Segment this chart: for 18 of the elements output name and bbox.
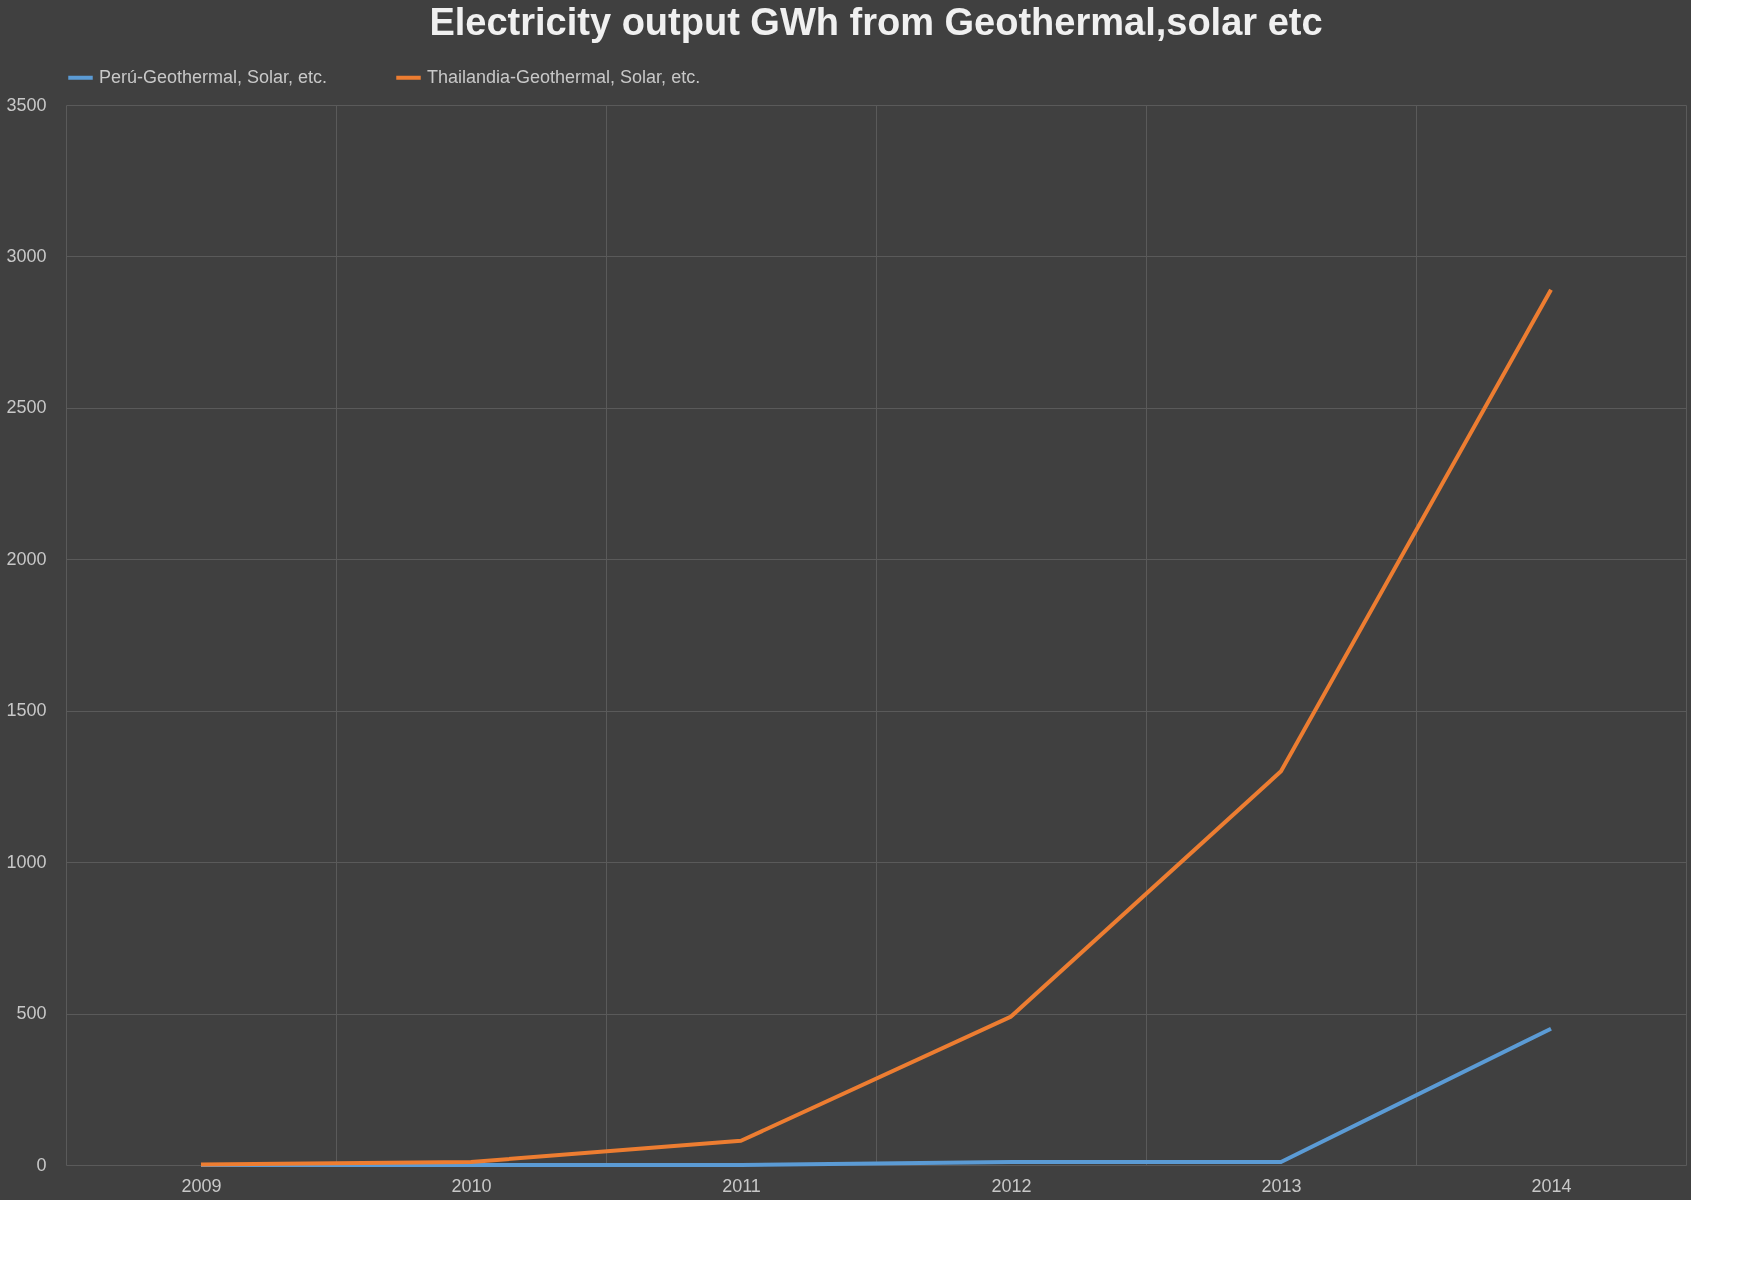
x-tick-label: 2009 bbox=[181, 1175, 222, 1196]
y-tick-label: 1000 bbox=[6, 851, 47, 872]
y-tick-label: 3500 bbox=[6, 94, 47, 115]
x-tick-label: 2012 bbox=[991, 1175, 1032, 1196]
x-tick-label: 2014 bbox=[1531, 1175, 1572, 1196]
legend-label: Perú-Geothermal, Solar, etc. bbox=[99, 66, 328, 87]
chart-title: Electricity output GWh from Geothermal,solar etc bbox=[429, 1, 1323, 43]
y-tick-label: 2500 bbox=[6, 397, 47, 418]
y-tick-label: 500 bbox=[16, 1003, 47, 1024]
x-tick-label: 2011 bbox=[722, 1175, 761, 1196]
x-tick-label: 2010 bbox=[451, 1175, 492, 1196]
y-tick-label: 1500 bbox=[6, 700, 47, 721]
y-tick-label: 2000 bbox=[6, 548, 47, 569]
x-tick-label: 2013 bbox=[1261, 1175, 1302, 1196]
line-series bbox=[199, 287, 1553, 1167]
legend-label: Thailandia-Geothermal, Solar, etc. bbox=[427, 66, 701, 87]
y-tick-label: 0 bbox=[36, 1154, 47, 1175]
y-tick-label: 3000 bbox=[6, 245, 47, 266]
